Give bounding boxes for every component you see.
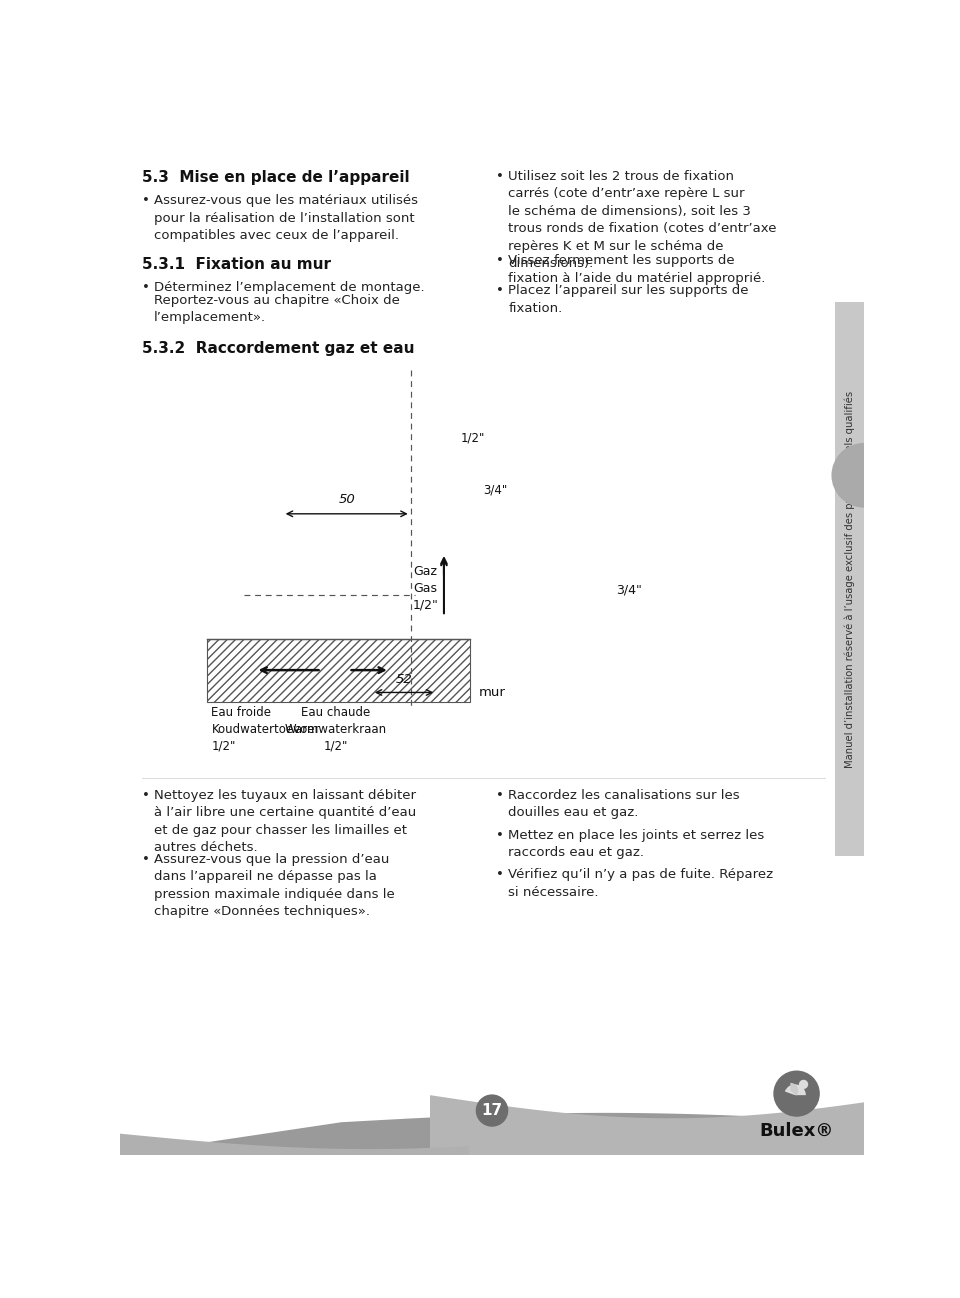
Text: Manuel d’installation réservé à l’usage exclusif des professionnels qualifiés: Manuel d’installation réservé à l’usage … <box>844 391 854 768</box>
Text: •: • <box>142 853 150 866</box>
Text: 5.3.1  Fixation au mur: 5.3.1 Fixation au mur <box>142 257 330 273</box>
Text: mur: mur <box>479 685 506 698</box>
Text: •: • <box>142 280 150 293</box>
Wedge shape <box>831 443 864 508</box>
Text: 50: 50 <box>339 493 355 506</box>
Text: Raccordez les canalisations sur les
douilles eau et gaz.: Raccordez les canalisations sur les doui… <box>508 789 740 819</box>
Text: Eau froide
Koudwatertoevoer
1/2": Eau froide Koudwatertoevoer 1/2" <box>211 706 320 753</box>
Text: 3/4": 3/4" <box>616 583 642 596</box>
Bar <box>835 302 864 857</box>
Bar <box>206 640 470 702</box>
Text: Utilisez soit les 2 trous de fixation
carrés (cote d’entr’axe repère L sur
le sc: Utilisez soit les 2 trous de fixation ca… <box>508 170 777 270</box>
Circle shape <box>774 1071 820 1116</box>
Text: Reportez-vous au chapitre «Choix de
l’emplacement».: Reportez-vous au chapitre «Choix de l’em… <box>155 293 400 324</box>
Text: Mettez en place les joints et serrez les
raccords eau et gaz.: Mettez en place les joints et serrez les… <box>508 828 764 859</box>
Text: •: • <box>496 284 504 297</box>
Text: 5.3.2  Raccordement gaz et eau: 5.3.2 Raccordement gaz et eau <box>142 340 414 356</box>
Text: Nettoyez les tuyaux en laissant débiter
à l’air libre une certaine quantité d’ea: Nettoyez les tuyaux en laissant débiter … <box>155 789 417 854</box>
Text: 1/2": 1/2" <box>461 431 486 444</box>
Text: 52: 52 <box>396 672 412 685</box>
Text: •: • <box>142 789 150 802</box>
Text: •: • <box>496 170 504 183</box>
Text: Déterminez l’emplacement de montage.: Déterminez l’emplacement de montage. <box>155 280 424 293</box>
Polygon shape <box>120 1133 468 1155</box>
Polygon shape <box>430 1096 864 1155</box>
Wedge shape <box>785 1084 805 1096</box>
Text: Placez l’appareil sur les supports de
fixation.: Placez l’appareil sur les supports de fi… <box>508 284 749 315</box>
Wedge shape <box>790 1083 798 1096</box>
Text: Assurez-vous que la pression d’eau
dans l’appareil ne dépasse pas la
pression ma: Assurez-vous que la pression d’eau dans … <box>155 853 395 918</box>
Text: Eau chaude
Warmwaterkraan
1/2": Eau chaude Warmwaterkraan 1/2" <box>284 706 387 753</box>
Text: 3/4": 3/4" <box>483 483 507 496</box>
Text: Bulex®: Bulex® <box>759 1121 834 1140</box>
Text: Assurez-vous que les matériaux utilisés
pour la réalisation de l’installation so: Assurez-vous que les matériaux utilisés … <box>155 195 419 243</box>
Text: Vérifiez qu’il n’y a pas de fuite. Réparez
si nécessaire.: Vérifiez qu’il n’y a pas de fuite. Répar… <box>508 868 774 898</box>
Text: Vissez fermement les supports de
fixation à l’aide du matériel approprié.: Vissez fermement les supports de fixatio… <box>508 254 766 284</box>
Text: 5.3  Mise en place de l’appareil: 5.3 Mise en place de l’appareil <box>142 170 409 184</box>
Polygon shape <box>120 1112 864 1155</box>
Text: •: • <box>496 254 504 267</box>
Text: •: • <box>496 828 504 841</box>
Text: •: • <box>142 195 150 208</box>
Text: Gaz
Gas
1/2": Gaz Gas 1/2" <box>413 566 439 611</box>
Text: 17: 17 <box>481 1103 503 1118</box>
Text: •: • <box>496 868 504 881</box>
Text: •: • <box>496 789 504 802</box>
Circle shape <box>799 1080 808 1089</box>
Circle shape <box>476 1094 508 1127</box>
